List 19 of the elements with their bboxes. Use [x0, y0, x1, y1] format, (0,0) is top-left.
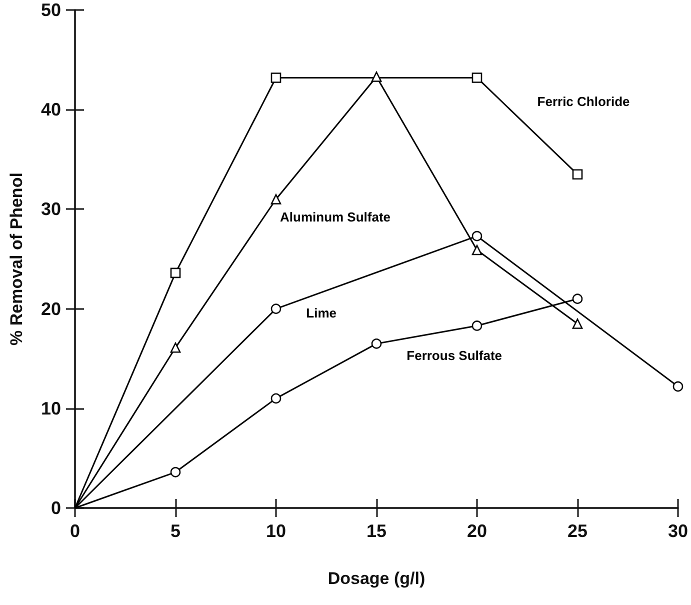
series-label: Ferric Chloride [537, 94, 630, 110]
y-tick-label: 30 [40, 199, 61, 220]
x-tick-label: 15 [366, 521, 387, 541]
y-tick-label: 0 [50, 498, 61, 518]
x-tick-label: 0 [70, 521, 80, 541]
series-label: Aluminum Sulfate [280, 210, 391, 225]
x-tick-label: 20 [466, 521, 488, 541]
x-axis-title: Dosage (g/l) [328, 569, 426, 588]
y-axis-title: % Removal of Phenol [7, 172, 26, 346]
series-label: Lime [306, 305, 336, 320]
y-tick-label: 50 [40, 0, 61, 20]
y-tick-label: 20 [40, 298, 61, 319]
y-tick-label: 10 [40, 398, 61, 418]
x-tick-label: 25 [567, 521, 588, 541]
x-tick-label: 10 [266, 521, 286, 541]
series-label: Ferrous Sulfate [406, 348, 502, 364]
x-tick-label: 5 [170, 521, 181, 541]
y-tick-label: 40 [40, 100, 61, 120]
x-tick-label: 30 [668, 521, 688, 541]
